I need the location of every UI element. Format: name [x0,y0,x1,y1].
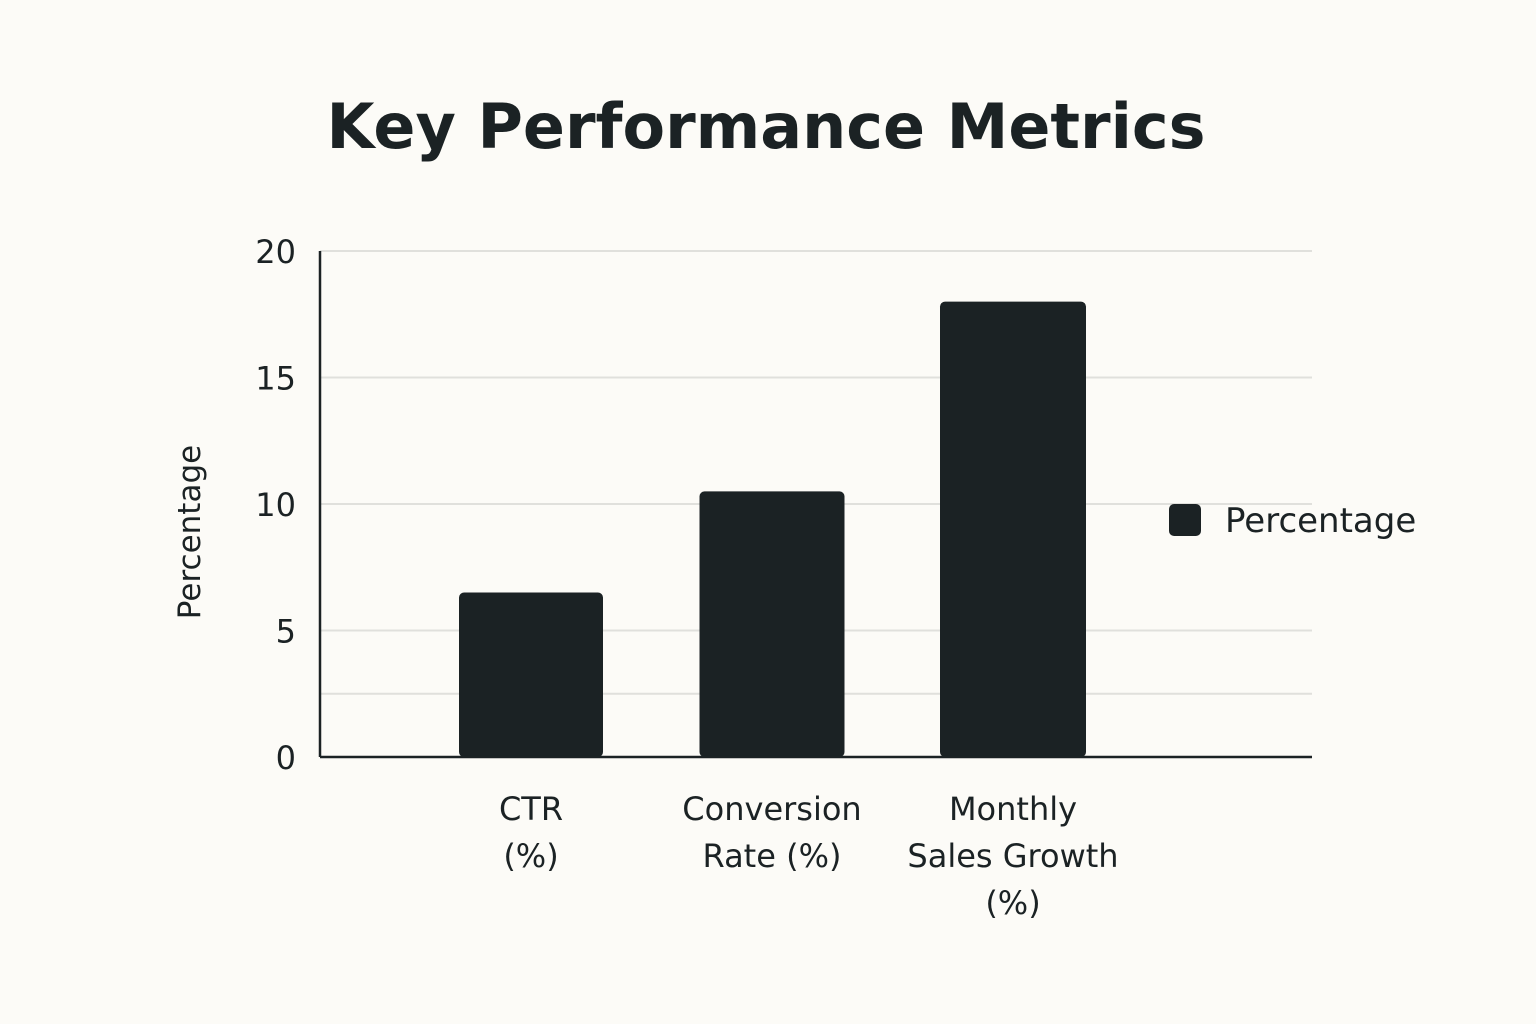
y-tick-label: 0 [276,739,296,777]
legend-swatch [1169,504,1201,536]
y-tick-labels: 0 5 10 15 20 [255,233,296,777]
x-category-label-line: Conversion [682,790,861,828]
y-tick-label: 20 [255,233,296,271]
x-category-labels: CTR (%) Conversion Rate (%) Monthly Sales Gro… [499,790,1119,922]
y-tick-label: 10 [255,486,296,524]
legend-label: Percentage [1225,501,1416,541]
y-tick-label: 5 [276,613,296,651]
bar [459,592,603,757]
x-category-label-line: (%) [985,884,1040,922]
y-tick-label: 15 [255,360,296,398]
x-category-label-line: Monthly [949,790,1077,828]
bar [940,301,1086,757]
x-category-label-line: Rate (%) [703,837,842,875]
x-category-label-line: (%) [503,837,558,875]
bars [459,301,1086,757]
bar [699,491,845,757]
x-category-label: Monthly Sales Growth (%) [907,790,1118,922]
x-category-label-line: CTR [499,790,563,828]
axes [318,251,1312,759]
chart-title: Key Performance Metrics [326,90,1205,163]
x-category-label: Conversion Rate (%) [682,790,861,875]
x-category-label: CTR (%) [499,790,563,875]
x-category-label-line: Sales Growth [907,837,1118,875]
y-axis-title: Percentage [172,445,208,619]
legend: Percentage [1169,501,1416,541]
